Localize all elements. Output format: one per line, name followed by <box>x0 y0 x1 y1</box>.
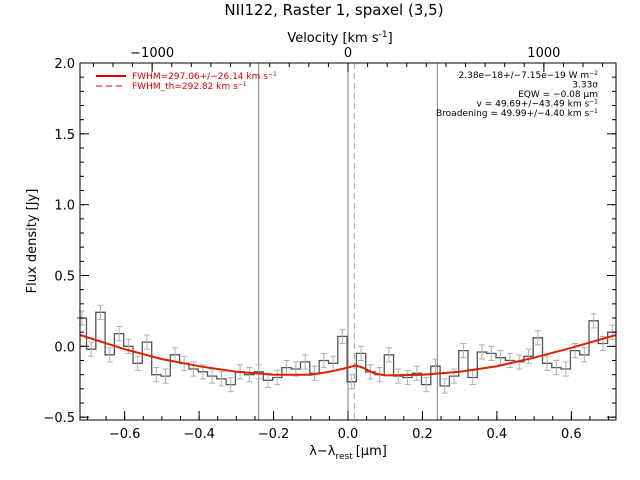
data-point <box>106 347 113 363</box>
x-tick-label: −0.2 <box>258 427 290 442</box>
data-point <box>385 347 392 363</box>
data-point <box>246 367 253 383</box>
legend-entry-sup: −1 <box>238 81 247 88</box>
data-point <box>339 328 346 344</box>
annotation-sup: −1 <box>589 99 598 106</box>
y-tick-label: 2.0 <box>54 57 75 72</box>
legend-entry-sup: −1 <box>268 71 277 78</box>
data-point <box>255 364 262 380</box>
x-tick-label: 0.4 <box>487 427 508 442</box>
x-tick-label: −0.4 <box>183 427 215 442</box>
data-point <box>348 374 355 390</box>
data-point <box>544 355 551 371</box>
data-point <box>144 334 150 350</box>
y-tick-label: 0.0 <box>54 340 75 355</box>
x-tick-label: 0.2 <box>412 427 433 442</box>
data-point <box>358 345 365 361</box>
top-tick-label: 1000 <box>527 46 560 61</box>
data-point <box>116 326 123 342</box>
annotation-line: 2.38e−18+/−7.15e−19 W m−2 <box>459 70 599 81</box>
x-tick-label: 0.6 <box>561 427 582 442</box>
annotation-line: Broadening = 49.99+/−4.40 km s−1 <box>436 108 598 119</box>
fit-curve <box>79 334 617 377</box>
data-point <box>423 377 430 393</box>
top-axis-label: Velocity [km s-1] <box>287 30 392 46</box>
data-point <box>134 355 141 371</box>
x-axis: −0.6 −0.4 −0.2 0.0 0.2 0.4 0.6 <box>86 411 610 442</box>
data-point <box>553 360 560 376</box>
y-axis-label: Flux density [Jy] <box>25 189 40 294</box>
vertical-lines-layer <box>258 63 438 420</box>
legend-entry: FWHM_th=292.82 km s−1 <box>132 81 247 92</box>
data-step-line <box>77 311 617 387</box>
y-tick-label: 1.0 <box>54 199 75 214</box>
data-point <box>218 371 225 387</box>
fit-series-layer <box>79 334 617 377</box>
annotation-sup: −1 <box>589 108 598 115</box>
chart-title: NII122, Raster 1, spaxel (3,5) <box>224 1 443 19</box>
annotation-line: 3.33σ <box>572 81 598 91</box>
data-point <box>534 330 541 346</box>
data-point <box>162 368 169 384</box>
data-point <box>525 348 532 364</box>
data-point <box>404 369 411 386</box>
top-axis: −1000 0 1000 <box>92 46 604 72</box>
data-point <box>320 352 327 369</box>
data-point <box>153 367 160 383</box>
data-point <box>562 361 569 377</box>
top-tick-label: −1000 <box>130 46 174 61</box>
annotation-sup: −2 <box>589 70 598 77</box>
y-axis: −0.5 0.0 0.5 1.0 1.5 2.0 <box>43 57 616 426</box>
y-tick-label: 1.5 <box>54 128 75 143</box>
annotation-line: EQW = −0.08 μm <box>518 90 598 100</box>
data-point <box>227 377 234 393</box>
annotation-line: v = 49.69+/−43.49 km s−1 <box>477 99 599 110</box>
data-point <box>488 345 495 361</box>
data-point <box>479 344 485 360</box>
legend: FWHM=297.06+/−26.14 km s−1FWHM_th=292.82… <box>96 71 277 92</box>
data-point <box>590 313 597 329</box>
x-tick-label: −0.6 <box>109 427 141 442</box>
legend-entry: FWHM=297.06+/−26.14 km s−1 <box>132 71 277 82</box>
data-point <box>506 352 513 369</box>
data-point <box>581 347 588 363</box>
top-tick-label: 0 <box>344 46 352 61</box>
data-point <box>97 304 104 320</box>
data-point <box>274 369 281 386</box>
data-point <box>88 341 95 357</box>
y-tick-label: 0.5 <box>54 270 75 285</box>
y-tick-label: −0.5 <box>43 411 75 426</box>
data-point <box>413 365 420 381</box>
data-point <box>302 354 309 370</box>
data-point <box>460 343 467 359</box>
x-axis-label: λ−λrest [μm] <box>309 444 387 462</box>
data-point <box>441 378 448 394</box>
x-tick-label: 0.0 <box>338 427 359 442</box>
